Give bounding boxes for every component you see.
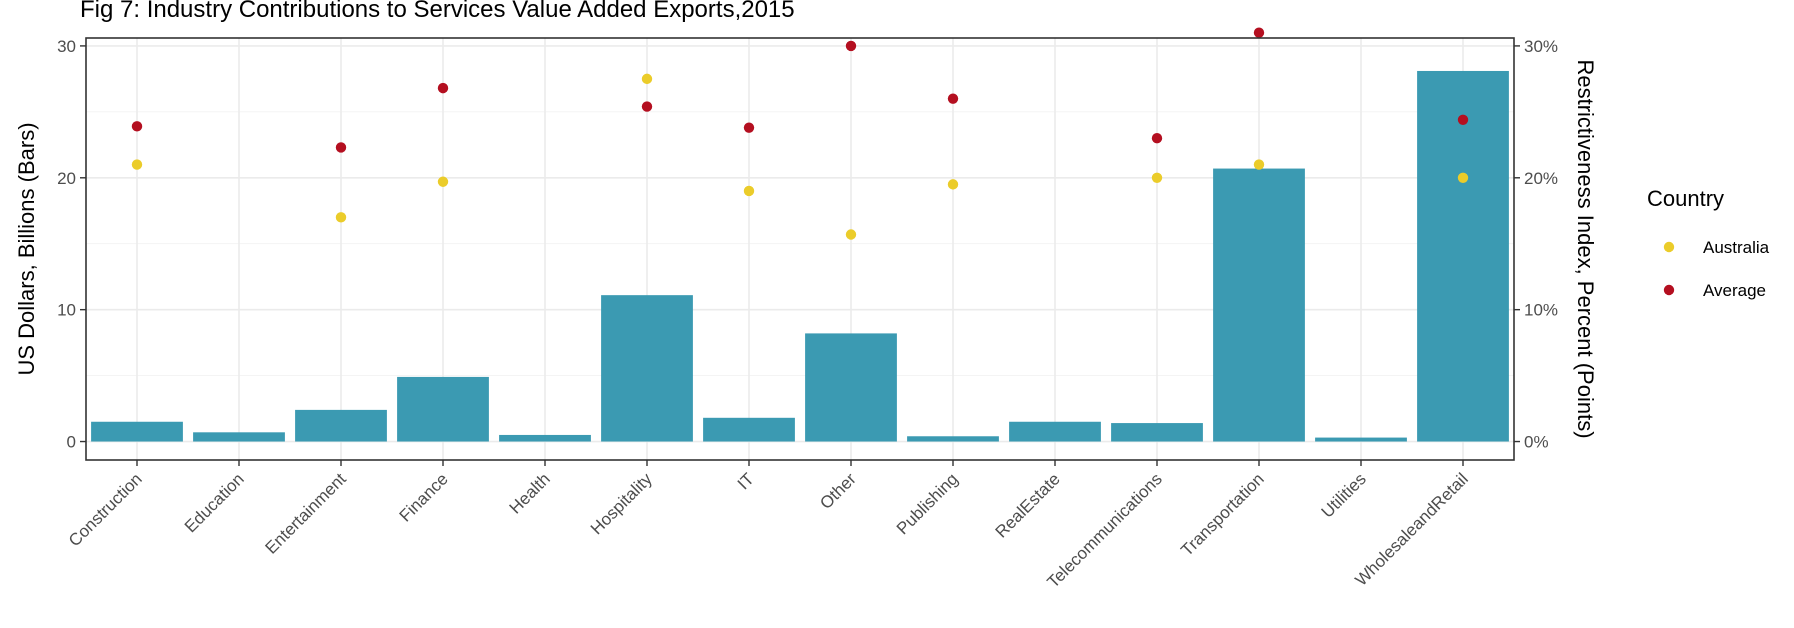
legend-title: Country [1647,186,1724,211]
point-average-other [845,40,857,52]
x-axis: Construction Education Entertainment Financ… [65,460,1472,592]
bar-other [805,333,897,442]
x-tick-label-it: IT [734,469,758,493]
chart-title: Fig 7: Industry Contributions to Service… [80,0,795,23]
bar-telecommunications [1111,423,1203,442]
point-average-publishing [947,93,959,104]
y-tick-label: 30 [57,37,76,56]
x-tick-label-health: Health [506,469,554,517]
y2-tick-label: 20% [1524,169,1558,188]
point-average-hospitality [641,101,653,112]
bar-hospitality [601,295,693,442]
y-tick-label: 0 [67,433,76,452]
legend: Country Australia Average [1647,186,1770,300]
x-tick-label-utilities: Utilities [1318,469,1370,521]
x-tick-label-transportation: Transportation [1177,469,1267,559]
point-average-telecommunications [1151,133,1163,144]
x-tick-label-publishing: Publishing [893,469,962,538]
point-australia-wholesaleandretail [1457,172,1469,183]
y2-tick-label: 10% [1524,301,1558,320]
points [131,27,1469,240]
x-tick-label-wholesaleandretail: WholesaleandRetail [1351,469,1471,589]
legend-key-australia [1663,241,1675,253]
bar-health [499,434,591,442]
bar-realestate [1009,421,1101,442]
legend-label-australia: Australia [1703,238,1770,257]
x-tick-label-other: Other [816,469,860,513]
point-australia-hospitality [641,73,653,85]
y2-tick-label: 0% [1524,433,1549,452]
point-australia-it [743,185,755,197]
y2-axis-title: Restrictiveness Index, Percent (Points) [1573,59,1598,438]
bar-it [703,417,795,442]
bar-construction [91,421,183,442]
panel-border [85,37,1515,461]
point-average-construction [131,121,143,132]
bar-transportation [1213,168,1305,442]
x-tick-label-telecommunications: Telecommunications [1043,469,1165,591]
point-australia-finance [437,176,449,187]
point-average-it [743,122,755,133]
point-australia-publishing [947,179,959,190]
point-australia-construction [131,159,143,170]
point-average-transportation [1253,27,1265,38]
bar-publishing [907,436,999,442]
point-australia-other [845,229,857,240]
bar-wholesaleandretail [1417,70,1509,442]
x-tick-label-realestate: RealEstate [992,469,1064,541]
y-tick-label: 10 [57,301,76,320]
legend-label-average: Average [1703,281,1766,300]
point-australia-transportation [1253,159,1265,170]
bar-entertainment [295,409,387,442]
x-tick-label-education: Education [181,469,248,536]
y2-tick-label: 30% [1524,37,1558,56]
x-tick-label-finance: Finance [396,469,452,525]
legend-key-average [1663,284,1675,296]
bar-education [193,432,285,442]
y-axis-right: 0% 10% 20% 30% [1514,37,1558,452]
point-australia-entertainment [335,212,347,223]
point-average-wholesaleandretail [1457,114,1469,125]
bar-finance [397,376,489,442]
point-average-entertainment [335,142,347,153]
x-tick-label-entertainment: Entertainment [262,469,350,557]
bars [91,70,1509,442]
bar-utilities [1315,437,1407,442]
y-tick-label: 20 [57,169,76,188]
point-average-finance [437,82,449,94]
point-australia-telecommunications [1151,172,1163,183]
y-axis-title: US Dollars, Billions (Bars) [14,122,39,375]
x-tick-label-construction: Construction [65,469,146,550]
y-axis-left: 0 10 20 30 [57,37,86,452]
x-tick-label-hospitality: Hospitality [587,469,656,538]
